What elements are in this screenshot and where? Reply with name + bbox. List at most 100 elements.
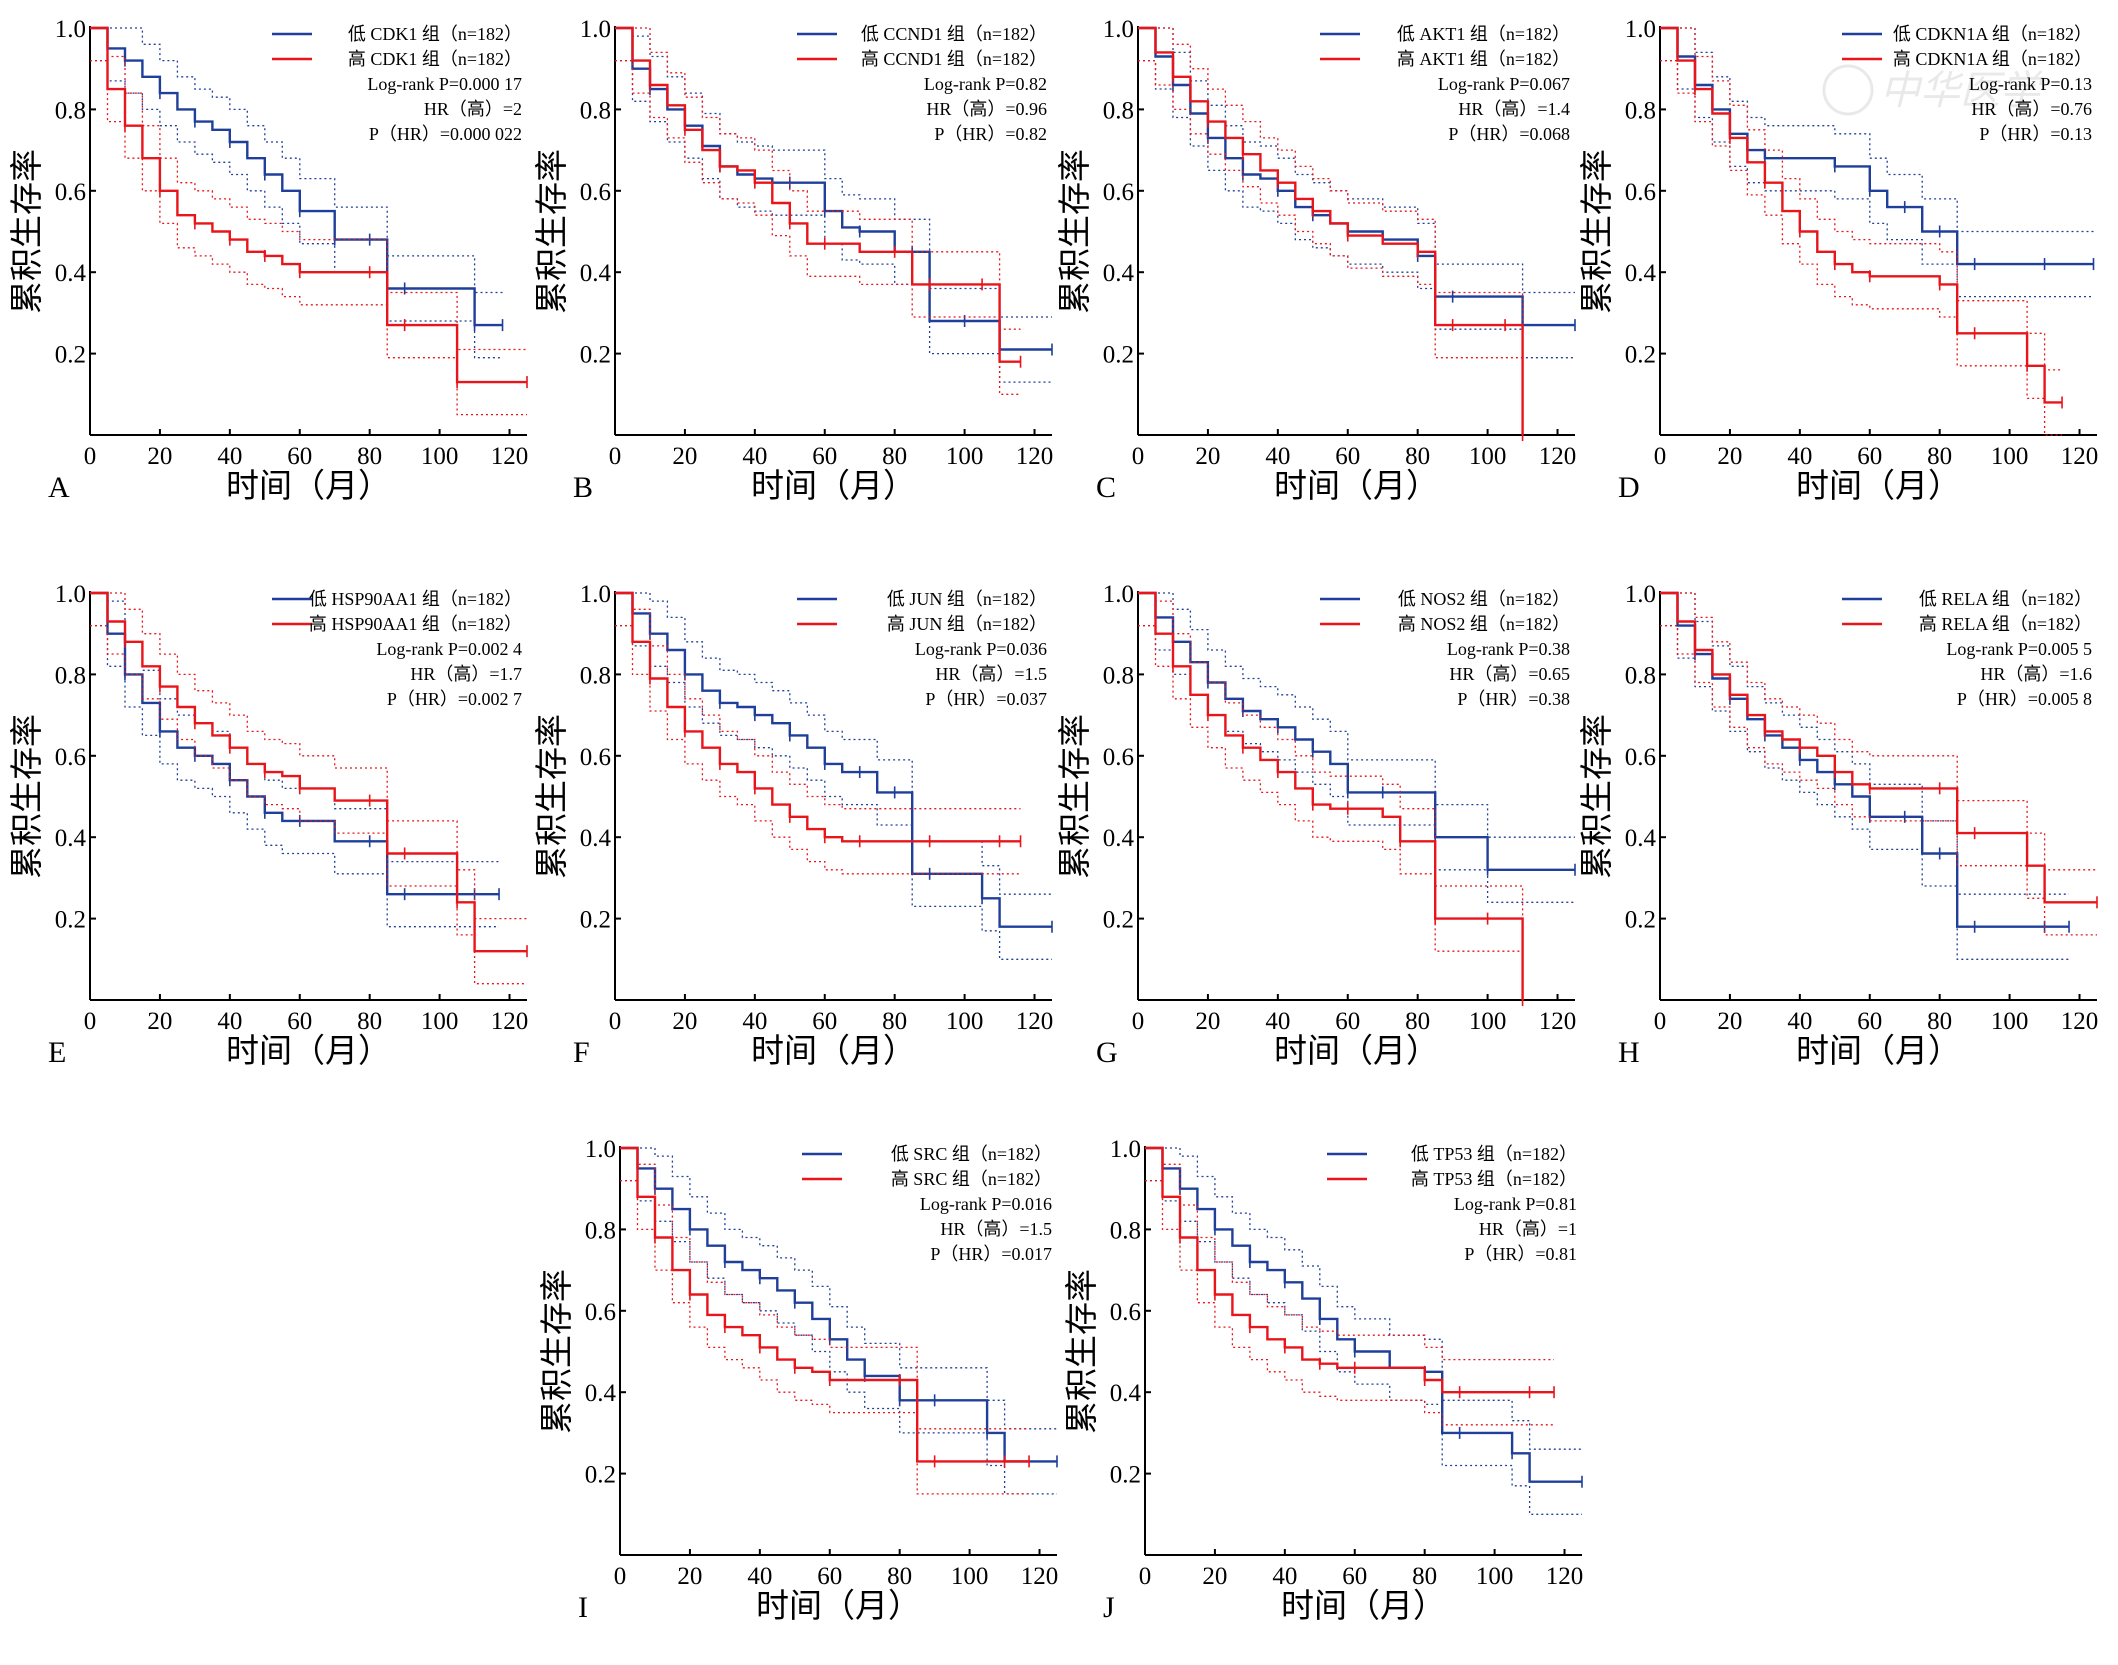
x-tick-label: 80: [357, 1008, 382, 1035]
y-tick-label: 0.8: [580, 662, 611, 689]
x-tick-label: 80: [1405, 1008, 1430, 1035]
x-tick-label: 40: [747, 1563, 772, 1590]
km-plot-svg: 0.2 0.4 0.6 0.8 1.0 0 20 40 60 80 100 120 时间（月） 累积生存率…: [7, 16, 529, 505]
ci-lower-line: [90, 59, 503, 359]
y-tick-label: 0.4: [55, 825, 87, 852]
y-tick-label: 0.2: [55, 342, 86, 369]
y-tick-label: 0.6: [1103, 179, 1134, 206]
x-tick-label: 80: [882, 1008, 907, 1035]
stat-line: Log-rank P=0.016: [920, 1194, 1052, 1214]
ci-upper-line: [1138, 592, 1575, 838]
ci-lower-line: [615, 624, 1052, 960]
x-tick-label: 60: [287, 1008, 312, 1035]
legend-label-low: 低 RELA 组（n=182）: [1919, 589, 2092, 609]
km-panel-j: 0.2 0.4 0.6 0.8 1.0 0 20 40 60 80 100 120 时间（月） 累积生存率…: [1055, 1120, 1585, 1660]
x-tick-label: 100: [1991, 443, 2029, 470]
ci-lower-line: [1145, 1179, 1554, 1426]
x-tick-label: 60: [817, 1563, 842, 1590]
legend-label-low: 低 HSP90AA1 组（n=182）: [309, 589, 522, 609]
x-tick-label: 120: [1016, 1008, 1054, 1035]
ci-lower-line: [90, 624, 499, 928]
y-tick-label: 0.2: [580, 907, 611, 934]
y-axis-title: 累积生存率: [1062, 1269, 1101, 1434]
y-tick-label: 1.0: [1625, 16, 1656, 43]
y-tick-label: 0.6: [585, 1299, 616, 1326]
stat-line: HR（高）=0.76: [1971, 99, 2092, 119]
series-high: [1660, 26, 2063, 436]
y-tick-label: 0.6: [1625, 179, 1656, 206]
series-high: [90, 591, 528, 985]
y-tick-label: 0.4: [580, 825, 612, 852]
x-tick-label: 0: [1654, 1008, 1667, 1035]
x-tick-label: 100: [1991, 1008, 2029, 1035]
series-high: [1138, 591, 1524, 1006]
ci-lower-line: [1660, 59, 2062, 436]
y-tick-label: 0.8: [585, 1217, 616, 1244]
x-tick-label: 40: [1787, 1008, 1812, 1035]
x-tick-label: 100: [951, 1563, 989, 1590]
series-high: [615, 26, 1022, 395]
x-tick-label: 120: [491, 443, 529, 470]
x-tick-label: 0: [84, 1008, 97, 1035]
y-tick-label: 1.0: [580, 16, 611, 43]
legend-label-high: 高 HSP90AA1 组（n=182）: [309, 614, 522, 634]
y-tick-label: 1.0: [580, 581, 611, 608]
x-axis-title: 时间（月）: [1274, 466, 1439, 505]
stat-line: P（HR）=0.81: [1464, 1244, 1577, 1264]
km-panel-g: 0.2 0.4 0.6 0.8 1.0 0 20 40 60 80 100 120 时间（月） 累积生存率…: [1048, 565, 1578, 1105]
x-tick-label: 60: [287, 443, 312, 470]
x-tick-label: 120: [1021, 1563, 1059, 1590]
y-tick-label: 0.8: [580, 97, 611, 124]
panel-label: C: [1096, 471, 1116, 504]
x-axis-title: 时间（月）: [1796, 1031, 1961, 1070]
km-plot-svg: 0.2 0.4 0.6 0.8 1.0 0 20 40 60 80 100 120 时间（月） 累积生存率…: [7, 581, 529, 1070]
ci-upper-line: [90, 27, 527, 351]
x-tick-label: 60: [812, 1008, 837, 1035]
survival-curve: [90, 26, 527, 384]
y-axis-title: 累积生存率: [1055, 149, 1094, 314]
km-plot-svg: 0.2 0.4 0.6 0.8 1.0 0 20 40 60 80 100 120 时间（月） 累积生存率…: [1577, 581, 2098, 1070]
stat-line: Log-rank P=0.067: [1438, 74, 1570, 94]
y-axis-title: 累积生存率: [1577, 149, 1616, 314]
stat-line: HR（高）=2: [424, 99, 522, 119]
x-axis-title: 时间（月）: [1796, 466, 1961, 505]
survival-curve: [615, 591, 1052, 928]
x-axis-title: 时间（月）: [751, 1031, 916, 1070]
y-axis-title: 累积生存率: [532, 149, 571, 314]
legend-label-low: 低 CCND1 组（n=182）: [861, 24, 1047, 44]
x-tick-label: 20: [1195, 1008, 1220, 1035]
survival-curve: [1138, 591, 1575, 871]
ci-lower-line: [1138, 59, 1524, 435]
y-tick-label: 0.2: [1625, 907, 1656, 934]
ci-upper-line: [620, 1147, 1057, 1430]
km-plot-svg: 0.2 0.4 0.6 0.8 1.0 0 20 40 60 80 100 120 时间（月） 累积生存率…: [537, 1136, 1059, 1625]
y-tick-label: 0.6: [55, 744, 86, 771]
stat-line: Log-rank P=0.82: [924, 74, 1047, 94]
y-axis-title: 累积生存率: [532, 714, 571, 879]
legend-label-low: 低 TP53 组（n=182）: [1411, 1144, 1577, 1164]
ci-lower-line: [90, 59, 527, 416]
stat-line: Log-rank P=0.002 4: [376, 639, 522, 659]
stat-line: HR（高）=1: [1479, 1219, 1577, 1239]
x-tick-label: 100: [1469, 443, 1507, 470]
y-tick-label: 0.6: [55, 179, 86, 206]
x-tick-label: 40: [217, 443, 242, 470]
stat-line: P（HR）=0.037: [925, 689, 1047, 709]
x-tick-label: 100: [946, 1008, 984, 1035]
x-tick-label: 120: [491, 1008, 529, 1035]
ci-lower-line: [615, 624, 1021, 875]
x-tick-label: 120: [1016, 443, 1054, 470]
legend-label-high: 高 SRC 组（n=182）: [891, 1169, 1052, 1189]
legend-label-high: 高 CDKN1A 组（n=182）: [1893, 49, 2092, 69]
x-tick-label: 0: [1132, 1008, 1145, 1035]
stat-line: P（HR）=0.38: [1457, 689, 1570, 709]
y-tick-label: 0.4: [1103, 260, 1135, 287]
x-tick-label: 40: [1265, 443, 1290, 470]
y-tick-label: 0.2: [580, 342, 611, 369]
ci-upper-line: [1660, 592, 2069, 895]
legend-label-low: 低 CDKN1A 组（n=182）: [1893, 24, 2092, 44]
stat-line: HR（高）=1.4: [1458, 99, 1570, 119]
y-tick-label: 0.6: [580, 744, 611, 771]
stat-line: P（HR）=0.002 7: [387, 689, 522, 709]
y-tick-label: 0.8: [1103, 97, 1134, 124]
